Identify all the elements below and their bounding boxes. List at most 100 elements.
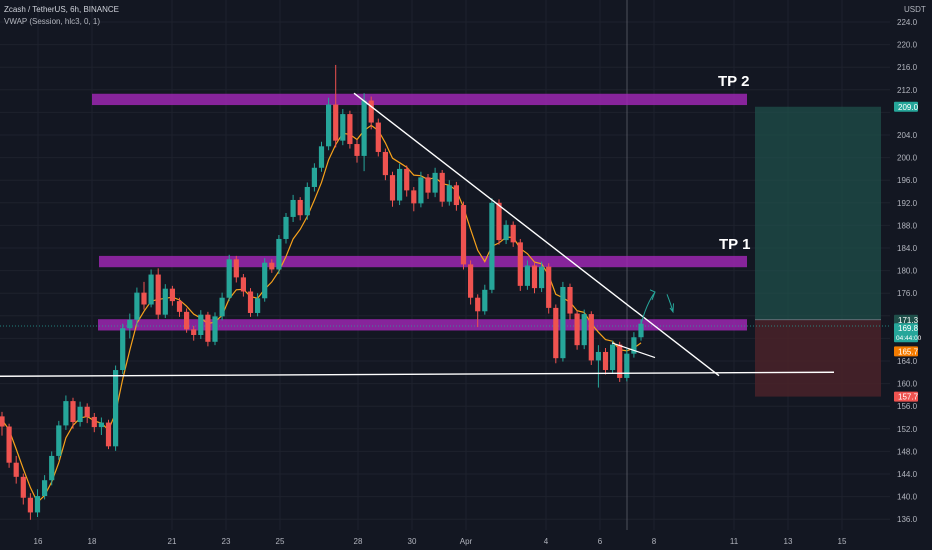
candle [290,194,296,223]
candle [105,419,112,450]
price-tag-value: 157.7 [898,393,919,402]
time-axis-bg[interactable] [0,530,932,550]
candle-body [318,146,325,168]
candle-body [560,286,566,359]
candle-body [475,297,481,312]
candle-body [290,199,296,217]
candle [631,332,637,358]
candle-body [418,177,424,204]
candle [546,263,552,314]
candle-body [531,265,538,289]
candle [574,310,580,350]
candle [84,403,90,424]
price-tag-value: 165.7 [898,347,919,356]
candle [98,417,104,436]
candle [553,304,559,364]
candle [318,141,325,172]
zone-rect[interactable] [98,319,747,331]
candle-body [489,202,495,290]
tp2-label: TP 2 [718,73,750,90]
profit-zone[interactable] [755,106,881,320]
support-line[interactable] [0,371,835,377]
price-tag[interactable]: 171.3 [894,314,919,325]
candle [49,451,55,486]
candle-body [269,262,275,270]
candle-body [588,314,594,361]
candle-body [13,462,19,477]
long-position-tool[interactable] [755,106,881,397]
candle [148,269,154,308]
price-tag[interactable]: 157.7 [894,391,919,402]
short-trendline[interactable] [611,342,656,359]
price-tick-label: 152.0 [897,425,918,434]
candle [91,412,97,433]
candle-body [510,224,516,243]
candle-body [105,422,112,447]
candle [482,284,488,315]
candle [425,173,431,199]
candle [63,395,69,430]
candle [468,260,474,305]
candle [198,310,204,339]
price-tag[interactable]: 209.0 [894,101,919,112]
candle [588,311,594,365]
candle [226,254,232,302]
candle-body [113,370,119,447]
price-tag-bg [894,314,918,325]
price-tag[interactable]: 169.8 04:44:00 [894,323,922,343]
loss-zone[interactable] [755,319,881,397]
candle [460,201,467,270]
candle-countdown: 04:44:00 [896,335,922,342]
up-arrow-icon [640,289,656,325]
price-axis-bg[interactable] [890,0,932,550]
candle [326,97,332,151]
candle-body [148,274,154,305]
descending-trendline[interactable] [353,92,720,377]
candle [524,260,530,290]
candle-body [446,185,452,202]
time-tick-label: 4 [544,537,549,546]
candle-body [70,401,76,423]
horizontal-zones[interactable] [0,93,890,331]
candle [624,348,630,382]
candle [233,255,239,283]
indicator-legend[interactable]: VWAP (Session, hlc3, 0, 1) [4,17,101,26]
zone-rect[interactable] [92,93,747,106]
time-tick-label: 13 [784,537,793,546]
price-tick-label: 144.0 [897,470,918,479]
price-tag-value: 169.8 [898,324,919,333]
zone-rect[interactable] [99,255,747,268]
candle [595,345,601,388]
candle-body [297,199,303,216]
drawn-lines[interactable] [0,92,835,377]
tp1-label: TP 1 [719,236,751,253]
price-tag[interactable]: 165.7 [894,346,919,357]
candle-body [212,316,218,342]
symbol-title[interactable]: Zcash / TetherUS, 6h, BINANCE [4,5,120,14]
candle-body [382,151,388,176]
candle-body [361,100,367,156]
candle-body [176,301,183,312]
candle [375,118,381,157]
candle [581,309,587,350]
candle [219,292,225,321]
candlesticks [0,64,644,520]
price-tag-value: 209.0 [898,103,919,112]
candle [134,287,140,327]
candle-body [120,328,126,371]
price-tick-label: 188.0 [897,221,918,230]
candle [262,258,268,302]
candle [27,493,33,520]
candle-body [184,311,190,330]
price-tag-value: 171.3 [898,316,919,325]
candle [255,293,261,317]
candle-body [233,259,239,278]
candle-body [56,425,62,456]
candle-body [226,259,232,298]
candle-body [411,190,417,204]
candle [169,285,175,306]
candle-body [6,426,12,463]
